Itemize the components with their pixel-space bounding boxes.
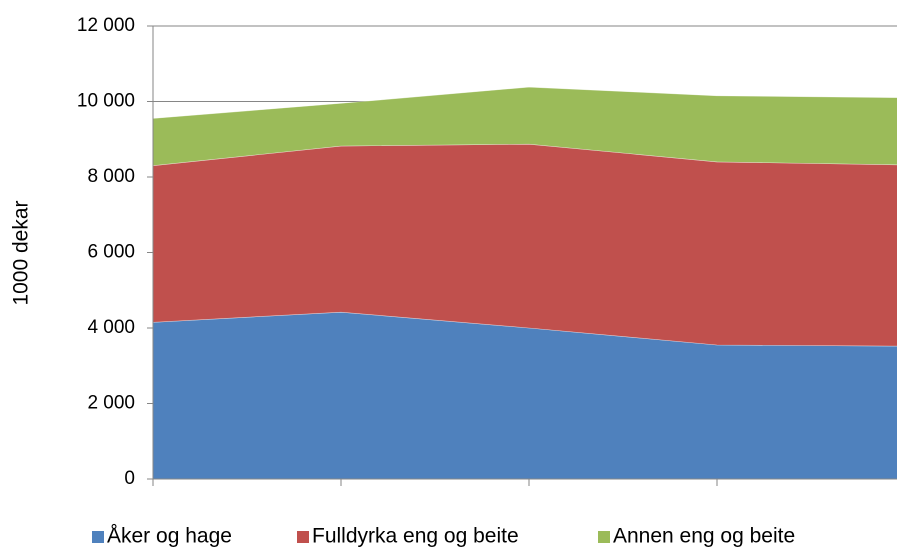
y-tick-label: 10 000 bbox=[77, 91, 135, 112]
legend-swatch bbox=[297, 531, 309, 543]
legend-label: Åker og hage bbox=[107, 525, 232, 548]
y-tick-label: 12 000 bbox=[77, 15, 135, 36]
area bbox=[152, 143, 897, 347]
y-tick-label: 6 000 bbox=[87, 242, 135, 263]
legend-swatch bbox=[598, 531, 610, 543]
y-tick-label: 2 000 bbox=[87, 393, 135, 414]
legend-swatch bbox=[92, 531, 104, 543]
y-tick-label: 0 bbox=[124, 468, 135, 489]
y-tick-label: 8 000 bbox=[87, 166, 135, 187]
y-axis-label: 1000 dekar bbox=[10, 200, 33, 305]
legend-label: Annen eng og beite bbox=[613, 525, 795, 548]
area bbox=[152, 86, 897, 167]
y-tick-label: 4 000 bbox=[87, 317, 135, 338]
legend-label: Fulldyrka eng og beite bbox=[312, 525, 519, 548]
